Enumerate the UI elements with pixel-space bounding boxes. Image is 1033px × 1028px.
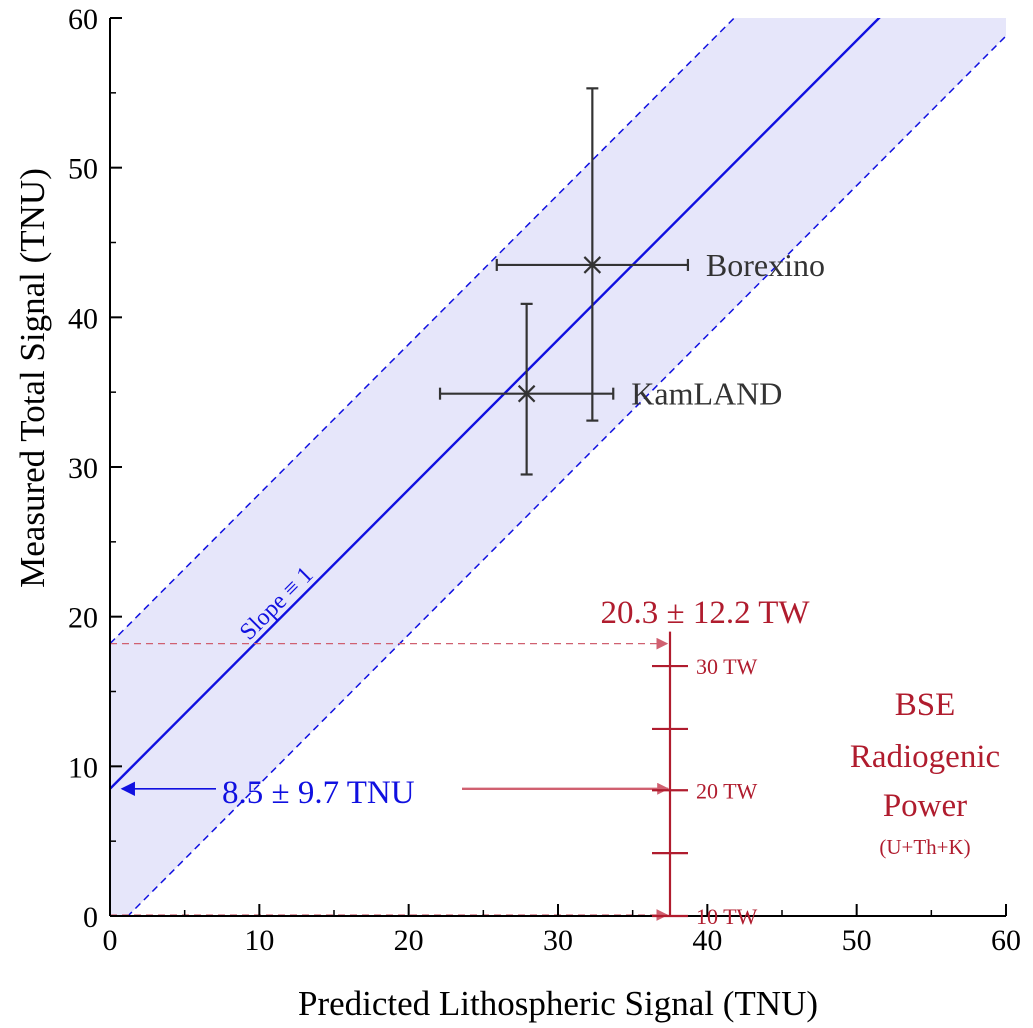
- power-title-line1: BSE: [895, 687, 956, 723]
- band-lower-edge: [126, 34, 1006, 916]
- y-tick-label: 60: [68, 3, 98, 36]
- borexino-label: Borexino: [706, 247, 825, 283]
- y-tick-label: 20: [68, 602, 98, 635]
- x-tick-label: 40: [692, 924, 722, 957]
- x-tick-label: 0: [103, 924, 118, 957]
- kamland-label: KamLAND: [631, 376, 782, 412]
- band-upper-edge: [110, 18, 736, 645]
- y-tick-label: 40: [68, 302, 98, 335]
- y-axis-title: Measured Total Signal (TNU): [13, 168, 52, 588]
- x-axis-title: Predicted Lithospheric Signal (TNU): [298, 984, 818, 1023]
- x-tick-label: 60: [991, 924, 1021, 957]
- x-tick-label: 30: [543, 924, 573, 957]
- power-tick-label: 20 TW: [696, 778, 758, 803]
- y-tick-label: 0: [83, 901, 98, 934]
- kamland-marker-b: [517, 384, 536, 403]
- fit-line: [110, 18, 881, 790]
- power-result-label: 20.3 ± 12.2 TW: [600, 595, 810, 631]
- x-tick-label: 10: [244, 924, 274, 957]
- x-tick-label: 50: [842, 924, 872, 957]
- y-tick-label: 50: [68, 153, 98, 186]
- power-tick-label: 10 TW: [696, 904, 758, 929]
- power-title-line2: Radiogenic: [850, 739, 1000, 775]
- intercept-label: 8.5 ± 9.7 TNU: [222, 775, 415, 811]
- power-title-line3: Power: [883, 788, 967, 824]
- y-tick-label: 10: [68, 751, 98, 784]
- y-tick-label: 30: [68, 452, 98, 485]
- power-subtitle: (U+Th+K): [879, 835, 970, 859]
- power-tick-label: 30 TW: [696, 654, 758, 679]
- x-tick-label: 20: [394, 924, 424, 957]
- borexino-marker-b: [583, 256, 602, 274]
- uncertainty-band: [110, 18, 1006, 916]
